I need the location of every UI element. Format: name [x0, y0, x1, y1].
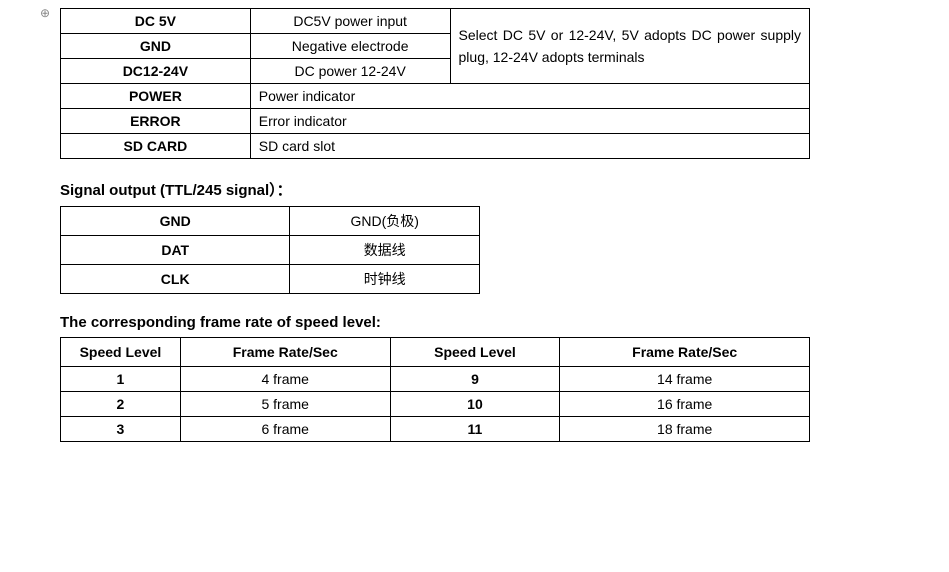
row-label: DAT — [61, 236, 290, 265]
cell: 3 — [61, 417, 181, 442]
power-interface-table: DC 5V DC5V power input Select DC 5V or 1… — [60, 8, 810, 159]
cell: 14 frame — [560, 367, 810, 392]
cell: 2 — [61, 392, 181, 417]
table-row: DAT 数据线 — [61, 236, 480, 265]
cell: 11 — [390, 417, 560, 442]
row-desc: SD card slot — [250, 134, 809, 159]
cell: 9 — [390, 367, 560, 392]
signal-output-title: Signal output (TTL/245 signal）： — [60, 179, 889, 200]
merged-note: Select DC 5V or 12-24V, 5V adopts DC pow… — [450, 9, 809, 84]
anchor-mark: ⊕ — [40, 6, 50, 20]
table-row: 1 4 frame 9 14 frame — [61, 367, 810, 392]
row-label: POWER — [61, 84, 251, 109]
row-desc: 数据线 — [290, 236, 480, 265]
header-frame-rate-1: Frame Rate/Sec — [180, 338, 390, 367]
frame-rate-table: Speed Level Frame Rate/Sec Speed Level F… — [60, 337, 810, 442]
header-frame-rate-2: Frame Rate/Sec — [560, 338, 810, 367]
row-desc: GND(负极) — [290, 207, 480, 236]
table-row: GND GND(负极) — [61, 207, 480, 236]
frame-rate-title: The corresponding frame rate of speed le… — [60, 314, 889, 331]
table-row: 3 6 frame 11 18 frame — [61, 417, 810, 442]
row-label: DC 5V — [61, 9, 251, 34]
table-row: CLK 时钟线 — [61, 265, 480, 294]
row-label: DC12-24V — [61, 59, 251, 84]
table-header-row: Speed Level Frame Rate/Sec Speed Level F… — [61, 338, 810, 367]
row-desc: DC5V power input — [250, 9, 450, 34]
table-row: DC 5V DC5V power input Select DC 5V or 1… — [61, 9, 810, 34]
signal-output-table: GND GND(负极) DAT 数据线 CLK 时钟线 — [60, 206, 480, 294]
row-label: SD CARD — [61, 134, 251, 159]
cell: 18 frame — [560, 417, 810, 442]
row-desc: Negative electrode — [250, 34, 450, 59]
row-label: GND — [61, 34, 251, 59]
row-label: GND — [61, 207, 290, 236]
cell: 4 frame — [180, 367, 390, 392]
row-desc: Error indicator — [250, 109, 809, 134]
cell: 1 — [61, 367, 181, 392]
header-speed-level-2: Speed Level — [390, 338, 560, 367]
cell: 16 frame — [560, 392, 810, 417]
table-row: 2 5 frame 10 16 frame — [61, 392, 810, 417]
table-row: POWER Power indicator — [61, 84, 810, 109]
table-row: SD CARD SD card slot — [61, 134, 810, 159]
row-label: ERROR — [61, 109, 251, 134]
header-speed-level-1: Speed Level — [61, 338, 181, 367]
cell: 10 — [390, 392, 560, 417]
row-label: CLK — [61, 265, 290, 294]
row-desc: Power indicator — [250, 84, 809, 109]
table-row: ERROR Error indicator — [61, 109, 810, 134]
row-desc: 时钟线 — [290, 265, 480, 294]
cell: 5 frame — [180, 392, 390, 417]
cell: 6 frame — [180, 417, 390, 442]
row-desc: DC power 12-24V — [250, 59, 450, 84]
